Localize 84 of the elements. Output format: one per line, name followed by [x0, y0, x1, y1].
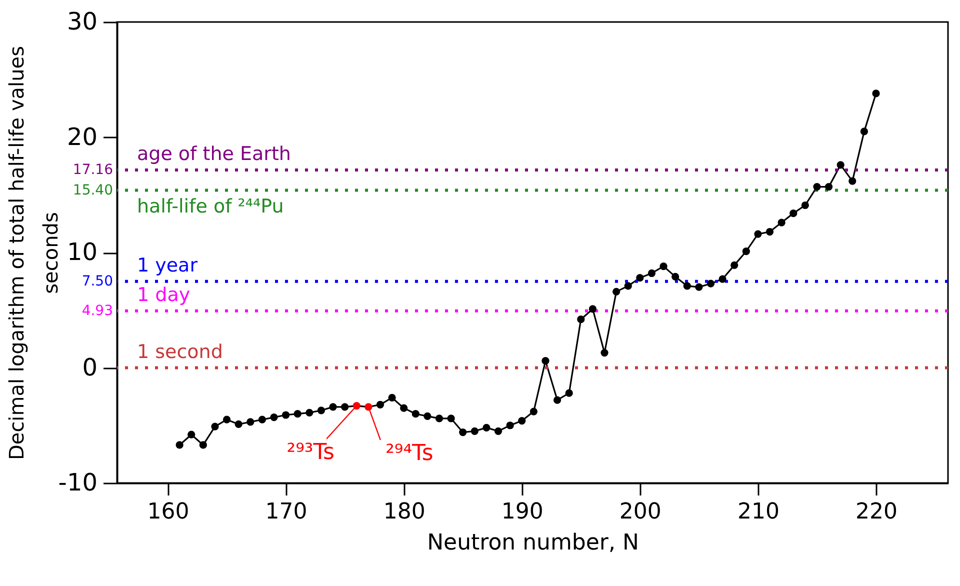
ref-line-label: age of the Earth: [137, 142, 291, 165]
point: [730, 261, 738, 269]
point: [518, 416, 526, 425]
point: [754, 230, 762, 238]
point: [600, 348, 608, 357]
y-tick-label: 10: [66, 238, 98, 266]
point: [400, 404, 408, 412]
annotation: 7.50: [82, 273, 113, 290]
point: [588, 305, 597, 313]
annotation: ²⁹⁴Ts: [386, 440, 434, 466]
point: [683, 282, 691, 290]
point: [376, 400, 384, 408]
point: [824, 183, 833, 191]
point: [648, 269, 656, 278]
point: [813, 183, 821, 191]
annotation: ²⁹³Ts: [286, 440, 334, 465]
point: [317, 406, 326, 414]
point: [494, 427, 502, 435]
y-tick-label: -10: [58, 468, 98, 496]
point: [246, 418, 254, 426]
point: [790, 210, 798, 218]
point: [553, 396, 562, 404]
y-tick-label: 0: [82, 353, 98, 382]
ref-line-label: 1 year: [137, 254, 198, 276]
point: [860, 128, 868, 136]
ref-line-label: 1 day: [137, 284, 190, 306]
x-tick-label: 200: [619, 500, 662, 524]
point: [848, 177, 856, 185]
point: [435, 414, 444, 422]
point: [577, 316, 585, 324]
point: [211, 422, 219, 430]
point: [329, 403, 337, 411]
point: [482, 424, 490, 432]
point: [801, 201, 809, 210]
x-axis-title: Neutron number, N: [427, 530, 639, 556]
x-tick-label: 160: [147, 500, 190, 524]
x-tick-label: 170: [265, 500, 308, 524]
x-tick-label: 180: [383, 500, 426, 524]
point: [352, 402, 360, 410]
point: [459, 428, 467, 436]
point: [565, 389, 573, 397]
point: [447, 414, 455, 422]
point: [660, 262, 668, 270]
point: [270, 414, 278, 422]
point: [766, 228, 774, 236]
point: [424, 412, 432, 420]
point: [388, 394, 396, 402]
x-tick-label: 210: [737, 500, 780, 524]
point: [234, 420, 242, 428]
point: [706, 280, 715, 288]
point: [470, 427, 478, 435]
point: [282, 411, 290, 419]
point: [672, 272, 680, 281]
y-tick-label: 30: [66, 8, 98, 36]
point: [506, 422, 514, 430]
point: [612, 288, 620, 296]
point: [294, 410, 302, 418]
point: [636, 274, 644, 282]
point: [718, 275, 726, 283]
point: [778, 218, 786, 226]
annotation: 15.40: [72, 182, 113, 198]
point: [341, 403, 349, 411]
point: [836, 161, 844, 169]
y-axis-title: Decimal logarithm of total half-life values seconds: [4, 46, 62, 460]
point: [695, 283, 703, 291]
point: [199, 441, 207, 449]
x-tick-label: 220: [855, 500, 898, 524]
point: [542, 357, 550, 365]
point: [222, 416, 231, 424]
x-tick-label: 190: [501, 500, 544, 524]
ref-line-label: half-life of ²⁴⁴Pu: [137, 195, 284, 218]
point: [742, 248, 750, 256]
annotation: 17.16: [72, 162, 114, 178]
point: [530, 408, 538, 416]
ref-line-label: 1 second: [137, 340, 223, 363]
point: [624, 282, 632, 290]
point: [412, 410, 420, 418]
annotation: 4.93: [82, 302, 113, 319]
point: [176, 441, 184, 449]
point: [188, 430, 196, 438]
point: [306, 408, 314, 416]
point: [258, 416, 266, 424]
point: [872, 90, 880, 98]
y-tick-label: 20: [66, 122, 98, 151]
